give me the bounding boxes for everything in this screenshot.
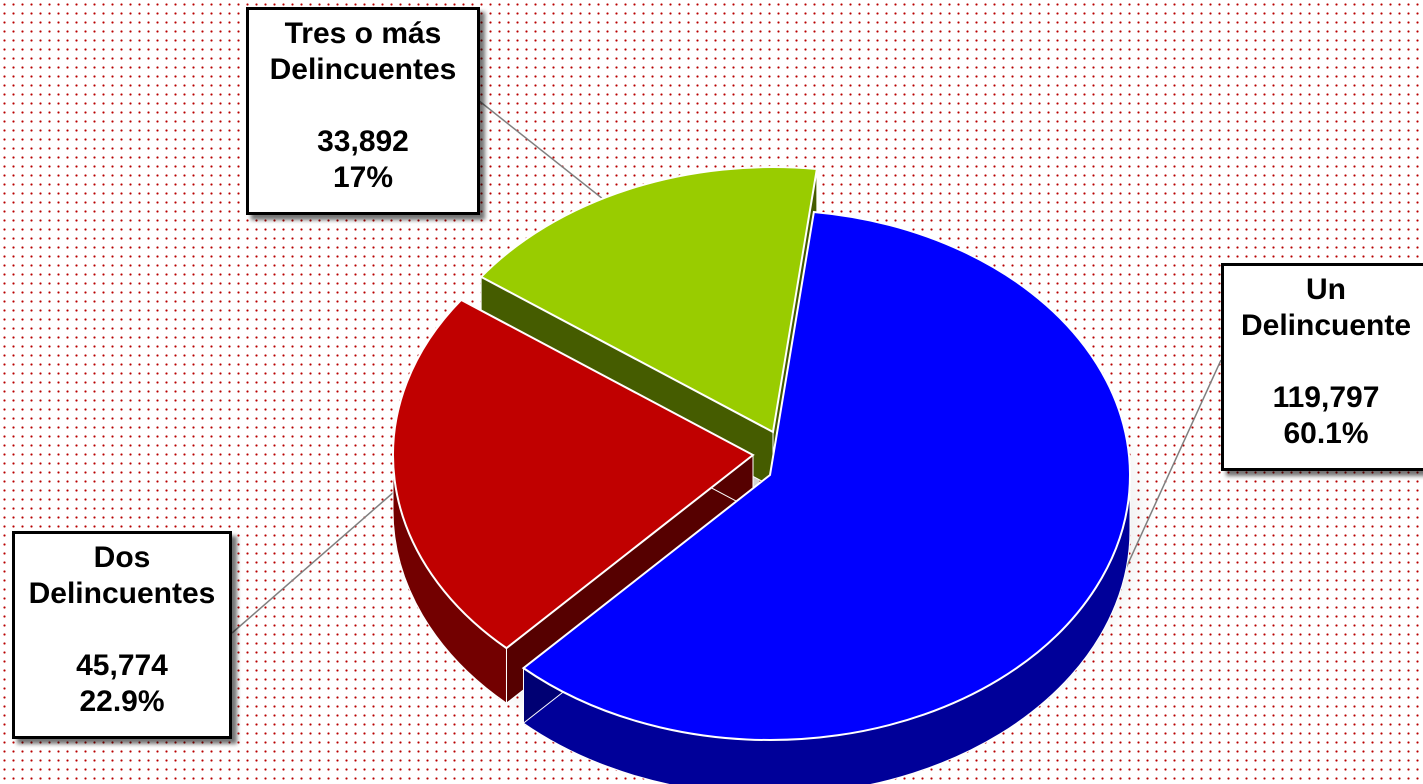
slice-label-name-line1: Dos — [93, 541, 151, 574]
slice-label-name-line1: Tres o más — [284, 17, 442, 50]
slice-label-percent: 22.9% — [79, 685, 165, 718]
slice-label-value: 33,892 — [317, 125, 409, 158]
slice-label-value: 45,774 — [76, 649, 168, 682]
slice-label-dos: Dos Delincuentes 45,774 22.9% — [12, 531, 232, 739]
slice-label-name-line2: Delincuentes — [28, 577, 216, 610]
pie-slice-un — [521, 210, 1131, 784]
slice-label-percent: 60.1% — [1283, 417, 1369, 450]
leader-line-dos — [231, 477, 411, 634]
slice-label-un: Un Delincuente 119,797 60.1% — [1221, 263, 1423, 471]
slice-label-percent: 17% — [332, 161, 394, 194]
slice-label-tres-o-mas: Tres o más Delincuentes 33,892 17% — [246, 7, 480, 215]
slice-label-name-line2: Delincuente — [1240, 309, 1412, 342]
slice-label-value: 119,797 — [1272, 381, 1380, 414]
slice-label-name-line1: Un — [1306, 273, 1346, 306]
slice-label-name-line2: Delincuentes — [269, 53, 457, 86]
